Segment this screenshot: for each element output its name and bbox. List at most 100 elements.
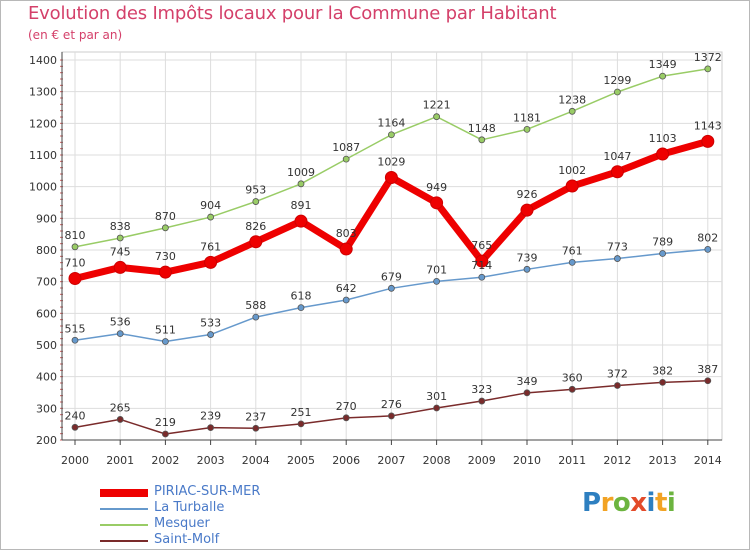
data-point xyxy=(116,234,124,242)
data-label: 301 xyxy=(426,390,447,403)
data-point xyxy=(207,331,215,338)
data-point xyxy=(68,272,82,285)
data-label: 810 xyxy=(65,229,86,242)
x-tick-label: 2005 xyxy=(287,454,315,467)
data-label: 679 xyxy=(381,270,402,283)
data-label: 904 xyxy=(200,199,221,212)
legend-swatch xyxy=(100,508,148,510)
legend-label: Mesquer xyxy=(154,516,210,531)
data-label: 838 xyxy=(110,220,131,233)
y-tick-label: 200 xyxy=(36,434,57,447)
data-label: 536 xyxy=(110,316,131,329)
data-label: 1103 xyxy=(649,132,677,145)
data-label: 773 xyxy=(607,241,628,254)
data-label: 239 xyxy=(200,410,221,423)
data-point xyxy=(568,258,576,266)
data-point xyxy=(339,242,353,256)
logo-letter: r xyxy=(600,488,614,518)
y-tick-label: 400 xyxy=(36,371,57,384)
data-point xyxy=(523,125,531,133)
data-label: 265 xyxy=(110,401,131,414)
x-tick-label: 2001 xyxy=(106,454,134,467)
data-label: 219 xyxy=(155,416,176,429)
logo-letter: x xyxy=(630,488,647,518)
data-point xyxy=(252,313,260,321)
logo-letter: o xyxy=(612,488,631,518)
data-point xyxy=(113,260,127,274)
data-label: 926 xyxy=(517,188,538,201)
data-label: 240 xyxy=(65,409,86,422)
data-label: 1087 xyxy=(332,141,360,154)
data-label: 251 xyxy=(291,406,312,419)
logo-letter: i xyxy=(646,488,656,518)
data-label: 1238 xyxy=(558,93,586,106)
data-point xyxy=(433,277,441,285)
legend-label: Saint-Molf xyxy=(154,532,220,547)
y-tick-label: 500 xyxy=(36,339,57,352)
data-label: 323 xyxy=(471,383,492,396)
data-point xyxy=(475,254,489,268)
data-point xyxy=(116,416,124,423)
data-point xyxy=(297,420,305,428)
data-label: 761 xyxy=(562,244,583,257)
data-point xyxy=(161,224,169,232)
data-point xyxy=(294,214,308,228)
data-point xyxy=(659,250,666,257)
data-point xyxy=(614,382,621,389)
data-label: 642 xyxy=(336,282,357,295)
y-tick-label: 600 xyxy=(36,307,57,320)
data-label: 349 xyxy=(517,375,538,388)
data-point xyxy=(565,179,579,193)
data-label: 618 xyxy=(291,290,312,303)
y-tick-label: 1000 xyxy=(29,181,57,194)
data-point xyxy=(568,385,576,393)
data-label: 372 xyxy=(607,368,628,381)
proxiti-logo: Proxiti xyxy=(582,488,676,518)
logo-letter: P xyxy=(582,488,601,518)
data-point xyxy=(614,255,621,262)
legend-swatch xyxy=(100,489,148,497)
data-point xyxy=(704,245,712,253)
data-label: 1372 xyxy=(694,51,722,64)
line-chart: 200 300 400 500 600 700 800 900 1000 1100 1200 1300… xyxy=(29,51,723,467)
data-label: 1148 xyxy=(468,122,496,135)
y-tick-label: 300 xyxy=(36,402,57,415)
y-tick-label: 1100 xyxy=(29,149,57,162)
x-tick-label: 2002 xyxy=(151,454,179,467)
data-point xyxy=(252,424,260,432)
data-label: 953 xyxy=(245,184,266,197)
data-label: 588 xyxy=(245,299,266,312)
x-tick-label: 2011 xyxy=(558,454,586,467)
data-label: 739 xyxy=(517,251,538,264)
data-point xyxy=(433,404,441,412)
data-label: 949 xyxy=(426,181,447,194)
grid xyxy=(61,51,723,441)
x-tick-label: 2007 xyxy=(377,454,405,467)
data-label: 276 xyxy=(381,398,402,411)
data-label: 891 xyxy=(291,199,312,212)
data-label: 1181 xyxy=(513,111,541,124)
series-piriac-sur-mer xyxy=(68,134,715,285)
data-point xyxy=(161,338,169,345)
x-tick-label: 2008 xyxy=(423,454,451,467)
data-point xyxy=(384,170,398,184)
chart-subtitle: (en € et par an) xyxy=(28,28,123,42)
series-group xyxy=(68,65,715,438)
data-point xyxy=(71,423,79,431)
data-point xyxy=(342,296,350,304)
data-point xyxy=(252,198,260,205)
data-label: 1009 xyxy=(287,166,315,179)
axes: 200 300 400 500 600 700 800 900 1000 1100 1200 1300… xyxy=(29,52,722,467)
logo-letter: t xyxy=(654,488,667,518)
data-point xyxy=(701,134,715,148)
data-label: 765 xyxy=(471,239,492,252)
legend-swatch xyxy=(100,524,148,526)
data-label: 511 xyxy=(155,324,176,337)
data-point xyxy=(342,414,350,422)
y-tick-label: 700 xyxy=(36,276,57,289)
legend-label: La Turballe xyxy=(154,500,225,515)
data-label: 745 xyxy=(110,245,131,258)
data-label: 387 xyxy=(697,363,718,376)
data-point xyxy=(523,389,531,397)
data-point xyxy=(387,284,395,292)
